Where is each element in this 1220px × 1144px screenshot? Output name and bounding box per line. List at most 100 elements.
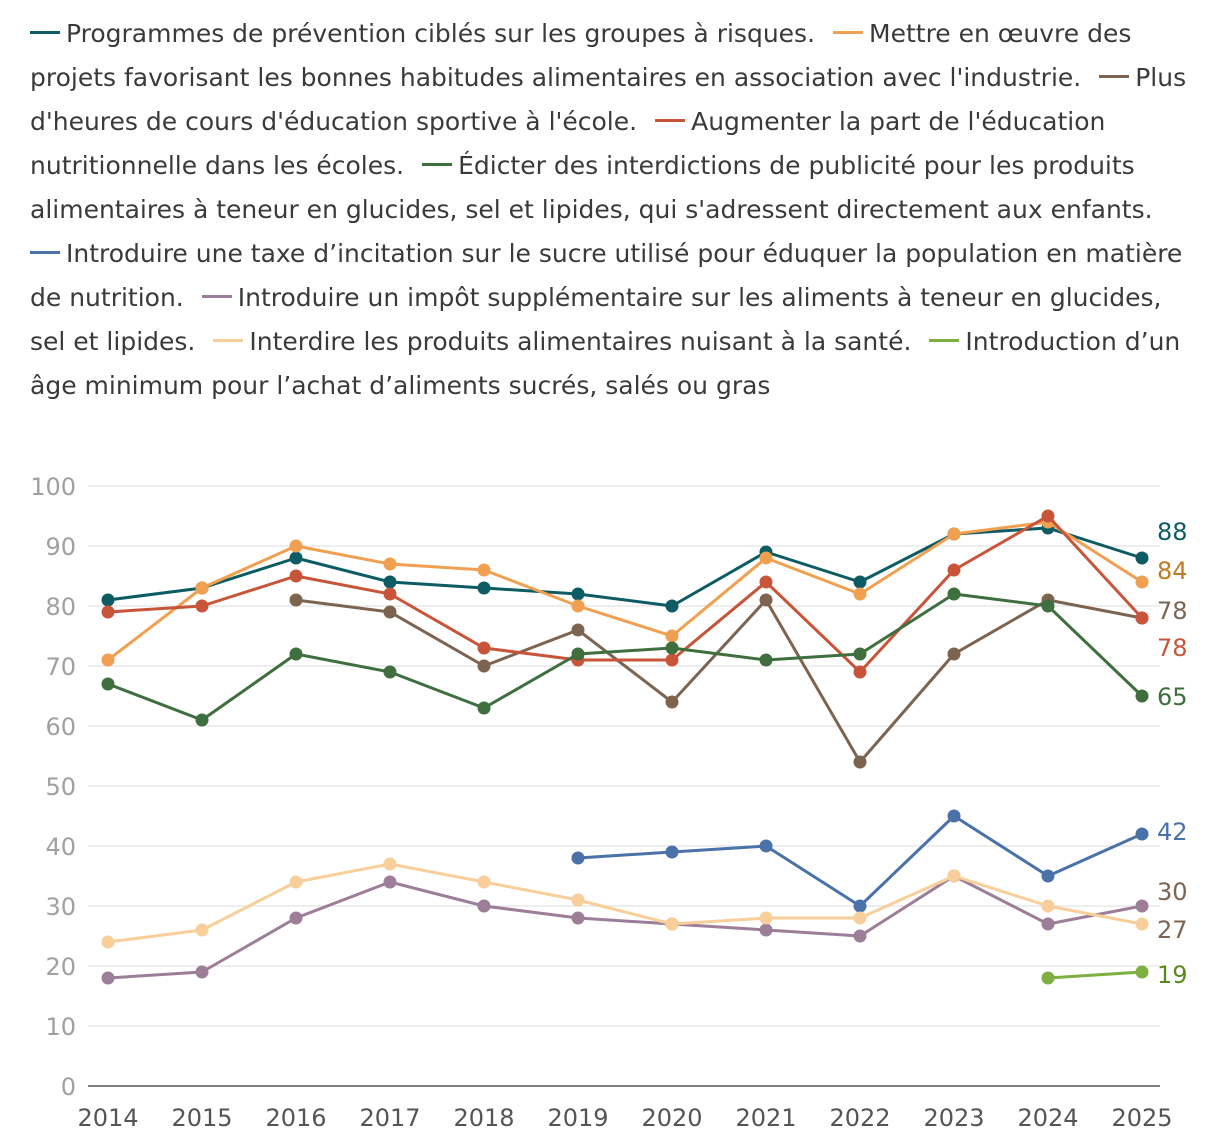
series-line-7	[107, 874, 1143, 980]
data-point	[665, 599, 679, 613]
data-point	[1135, 611, 1149, 625]
y-tick-label: 50	[45, 773, 76, 801]
legend-item-9: Introduction d’un âge minimum pour l’ach…	[30, 327, 1180, 400]
data-point	[289, 569, 303, 583]
legend-swatch-9	[929, 338, 960, 342]
series-line-9	[1047, 970, 1143, 980]
series-line-6	[577, 814, 1143, 908]
data-point	[383, 857, 397, 871]
data-point	[383, 575, 397, 589]
data-point	[853, 755, 867, 769]
data-point	[383, 875, 397, 889]
legend-label-6: Introduire une taxe d’incitation sur le …	[30, 239, 1183, 312]
data-point	[571, 911, 585, 925]
legend-item-3: Plus d'heures de cours d'éducation sport…	[30, 63, 1186, 136]
data-point	[1135, 827, 1149, 841]
legend-swatch-7	[201, 294, 232, 298]
legend-swatch-3	[1099, 74, 1130, 78]
data-point	[383, 557, 397, 571]
y-tick-label: 90	[45, 533, 76, 561]
legend-swatch-4	[655, 118, 686, 122]
data-point	[571, 647, 585, 661]
data-point	[853, 665, 867, 679]
y-tick-label: 10	[45, 1013, 76, 1041]
data-point	[477, 899, 491, 913]
legend-label-5: Édicter des interdictions de publicité p…	[30, 151, 1153, 224]
data-point	[477, 659, 491, 673]
x-tick-label: 2025	[1111, 1104, 1172, 1132]
data-point	[1135, 689, 1149, 703]
end-value-label-3: 78	[1157, 597, 1188, 625]
series-9	[1041, 965, 1149, 985]
data-point	[477, 563, 491, 577]
x-tick-label: 2019	[547, 1104, 608, 1132]
data-point	[665, 629, 679, 643]
data-point	[665, 641, 679, 655]
legend-label-8: Interdire les produits alimentaires nuis…	[249, 327, 912, 356]
legend-item-7: Introduire un impôt supplémentaire sur l…	[30, 283, 1161, 356]
end-labels: 88 84 78 78 65 42 30 27 19	[1157, 518, 1188, 989]
series-line-4	[107, 514, 1144, 674]
data-point	[1135, 551, 1149, 565]
x-tick-label: 2014	[77, 1104, 138, 1132]
data-point	[571, 587, 585, 601]
data-point	[853, 899, 867, 913]
data-point	[1135, 917, 1149, 931]
series-5	[101, 587, 1149, 727]
x-tick-label: 2015	[171, 1104, 232, 1132]
end-value-label-4: 78	[1157, 634, 1188, 662]
data-point	[665, 695, 679, 709]
data-point	[101, 677, 115, 691]
data-point	[289, 539, 303, 553]
data-point	[665, 917, 679, 931]
x-tick-label: 2017	[359, 1104, 420, 1132]
end-value-label-9: 19	[1157, 961, 1188, 989]
x-tick-label: 2022	[829, 1104, 890, 1132]
data-point	[195, 581, 209, 595]
data-point	[383, 665, 397, 679]
data-point	[759, 923, 773, 937]
data-point	[947, 809, 961, 823]
data-point	[289, 593, 303, 607]
legend-swatch-6	[30, 250, 60, 254]
y-tick-label: 20	[45, 953, 76, 981]
end-value-label-7: 30	[1157, 878, 1188, 906]
y-tick-label: 70	[45, 653, 76, 681]
data-point	[289, 647, 303, 661]
end-value-label-6: 42	[1157, 818, 1188, 846]
series-line-1	[107, 526, 1143, 608]
end-value-label-2: 84	[1157, 557, 1188, 585]
data-point	[947, 587, 961, 601]
data-point	[383, 587, 397, 601]
data-point	[759, 551, 773, 565]
data-point	[947, 563, 961, 577]
data-point	[1041, 899, 1055, 913]
data-point	[665, 845, 679, 859]
y-tick-label: 30	[45, 893, 76, 921]
x-tick-label: 2020	[641, 1104, 702, 1132]
data-point	[853, 647, 867, 661]
legend-label-9: Introduction d’un âge minimum pour l’ach…	[30, 327, 1181, 400]
legend-label-3: Plus d'heures de cours d'éducation sport…	[30, 63, 1187, 136]
data-point	[195, 713, 209, 727]
data-point	[853, 587, 867, 601]
data-point	[853, 575, 867, 589]
legend-item-6: Introduire une taxe d’incitation sur le …	[30, 239, 1182, 312]
legend-item-4: Augmenter la part de l'éducation nutriti…	[30, 107, 1105, 180]
legend-item-5: Édicter des interdictions de publicité p…	[30, 151, 1153, 224]
data-point	[571, 623, 585, 637]
y-tick-label: 40	[45, 833, 76, 861]
data-point	[853, 911, 867, 925]
end-value-label-5: 65	[1157, 683, 1188, 711]
data-point	[759, 575, 773, 589]
legend-label-7: Introduire un impôt supplémentaire sur l…	[30, 283, 1162, 356]
data-point	[759, 593, 773, 607]
y-tick-label: 0	[61, 1073, 76, 1101]
data-point	[195, 965, 209, 979]
legend-swatch-8	[213, 338, 244, 342]
series-group	[101, 509, 1149, 985]
end-value-label-1: 88	[1157, 518, 1188, 546]
data-point	[571, 851, 585, 865]
data-point	[947, 869, 961, 883]
